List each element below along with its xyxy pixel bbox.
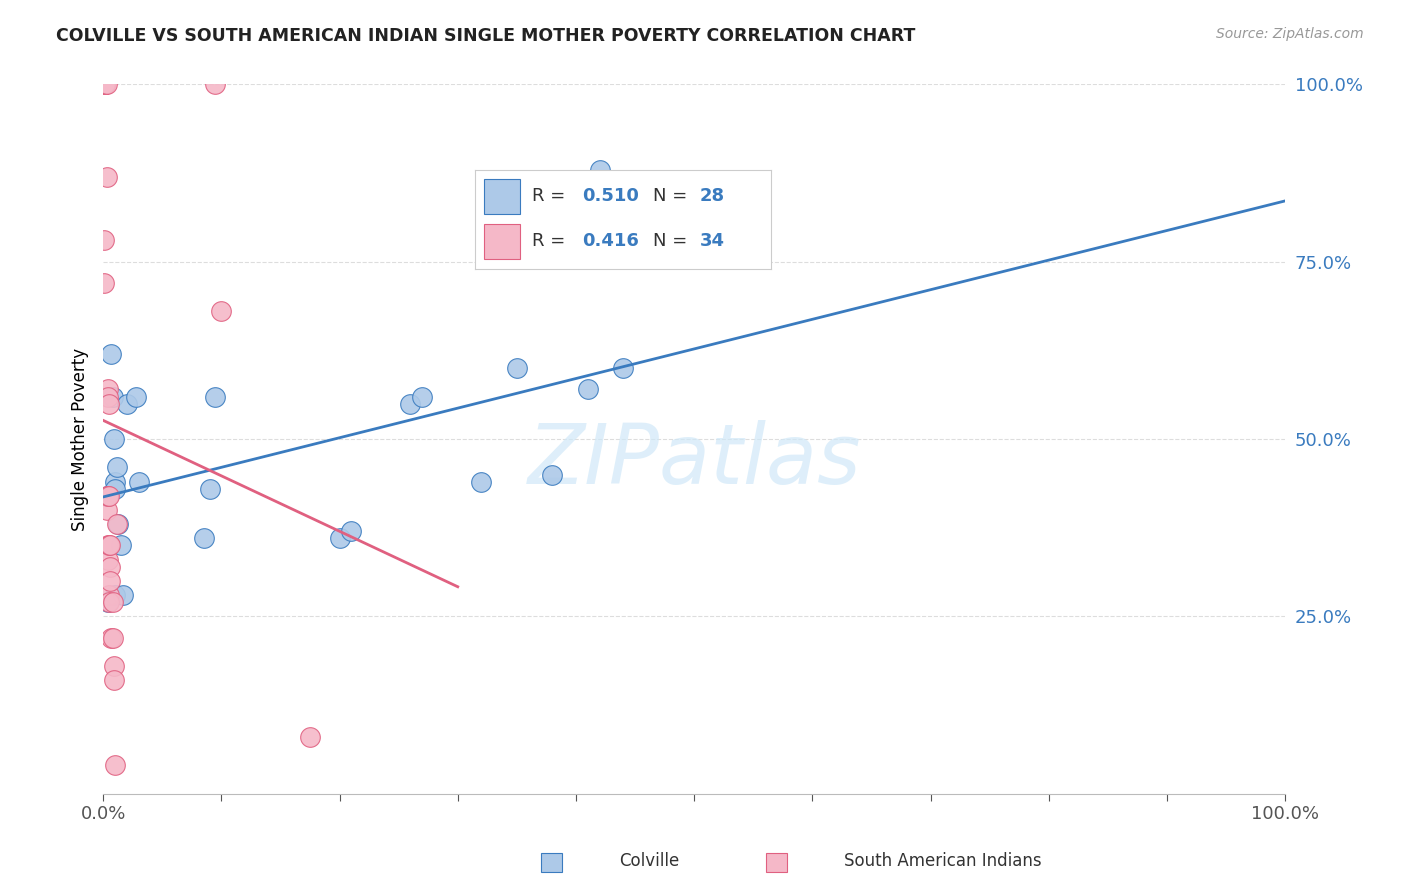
Point [103, 432, 125, 446]
Point [340, 524, 363, 539]
Point [98, 559, 121, 574]
Point [193, 532, 215, 546]
Text: Source: ZipAtlas.com: Source: ZipAtlas.com [1216, 27, 1364, 41]
Point [97, 552, 120, 566]
Point [612, 361, 634, 376]
Point [576, 383, 599, 397]
Point [101, 631, 124, 645]
Point [97, 383, 120, 397]
Point [100, 347, 122, 361]
Point [209, 304, 232, 318]
Point [588, 162, 610, 177]
Point [96, 78, 118, 92]
Point [198, 482, 221, 496]
Point [97, 595, 120, 609]
Point [101, 595, 124, 609]
Point [96, 169, 118, 184]
Point [115, 396, 138, 410]
Point [101, 390, 124, 404]
Point [105, 517, 128, 532]
Point [328, 532, 350, 546]
Point [93, 234, 115, 248]
Point [97, 489, 120, 503]
Point [204, 78, 226, 92]
Point [399, 396, 422, 410]
Point [96, 489, 118, 503]
Point [98, 396, 121, 410]
Point [107, 517, 129, 532]
Point [97, 390, 120, 404]
Point [96, 503, 118, 517]
Point [128, 475, 150, 489]
Point [94, 78, 117, 92]
Point [103, 673, 125, 688]
Point [104, 482, 127, 496]
Point [97, 538, 120, 552]
Point [104, 758, 127, 772]
Point [98, 595, 121, 609]
Point [94, 78, 117, 92]
Point [98, 588, 121, 602]
Point [98, 574, 121, 588]
Point [94, 78, 117, 92]
Point [100, 631, 122, 645]
Point [104, 475, 127, 489]
Text: South American Indians: South American Indians [844, 852, 1042, 870]
Point [541, 467, 564, 482]
Point [470, 475, 492, 489]
Point [105, 460, 128, 475]
Point [93, 276, 115, 290]
Text: COLVILLE VS SOUTH AMERICAN INDIAN SINGLE MOTHER POVERTY CORRELATION CHART: COLVILLE VS SOUTH AMERICAN INDIAN SINGLE… [56, 27, 915, 45]
Point [110, 538, 132, 552]
Point [298, 730, 321, 744]
Point [103, 659, 125, 673]
Point [506, 361, 529, 376]
Point [98, 538, 121, 552]
Point [411, 390, 433, 404]
Y-axis label: Single Mother Poverty: Single Mother Poverty [72, 348, 89, 531]
Point [112, 588, 135, 602]
Point [96, 489, 118, 503]
Point [104, 588, 127, 602]
Point [94, 78, 117, 92]
Point [125, 390, 148, 404]
Point [98, 489, 121, 503]
Point [98, 538, 121, 552]
Point [94, 78, 117, 92]
Point [204, 390, 226, 404]
Text: ZIPatlas: ZIPatlas [527, 420, 860, 500]
Text: Colville: Colville [619, 852, 679, 870]
